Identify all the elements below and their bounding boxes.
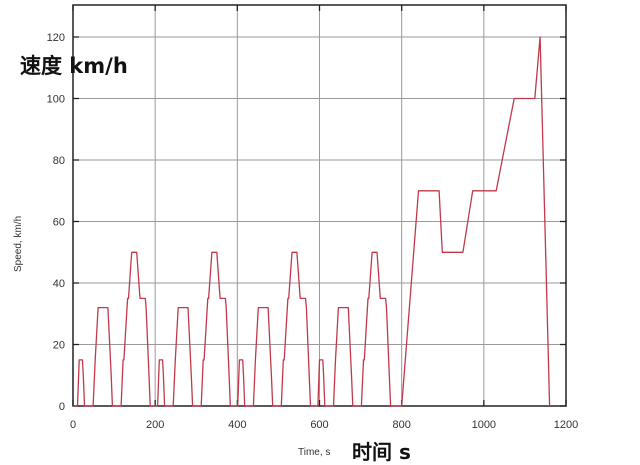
y-tick-label: 60 [53, 217, 65, 229]
tick-labels: 0 200 400 600 800 1000 1200 0 20 40 60 80 100 120 [47, 32, 579, 431]
x-tick-label: 1200 [554, 419, 578, 431]
x-tick-label: 400 [228, 419, 246, 431]
x-tick-label: 1000 [472, 419, 496, 431]
plot-frame [72, 4, 567, 407]
y-tick-label: 100 [47, 94, 65, 106]
x-tick-label: 600 [310, 419, 328, 431]
speed-series-line [73, 36, 551, 407]
y-tick-label: 20 [53, 340, 65, 352]
y-tick-label: 0 [59, 401, 65, 413]
y-axis-label: Speed, km/h [13, 216, 24, 272]
x-tick-label: 0 [70, 419, 76, 431]
chinese-x-axis-label: 时间 s [352, 440, 411, 464]
grid-lines [73, 5, 566, 406]
y-tick-label: 80 [53, 155, 65, 167]
x-axis-label: Time, s [298, 447, 330, 458]
y-tick-label: 40 [53, 278, 65, 290]
chinese-y-axis-label: 速度 km/h [20, 54, 128, 78]
x-tick-label: 200 [146, 419, 164, 431]
x-tick-label: 800 [392, 419, 410, 431]
y-tick-label: 120 [47, 32, 65, 44]
